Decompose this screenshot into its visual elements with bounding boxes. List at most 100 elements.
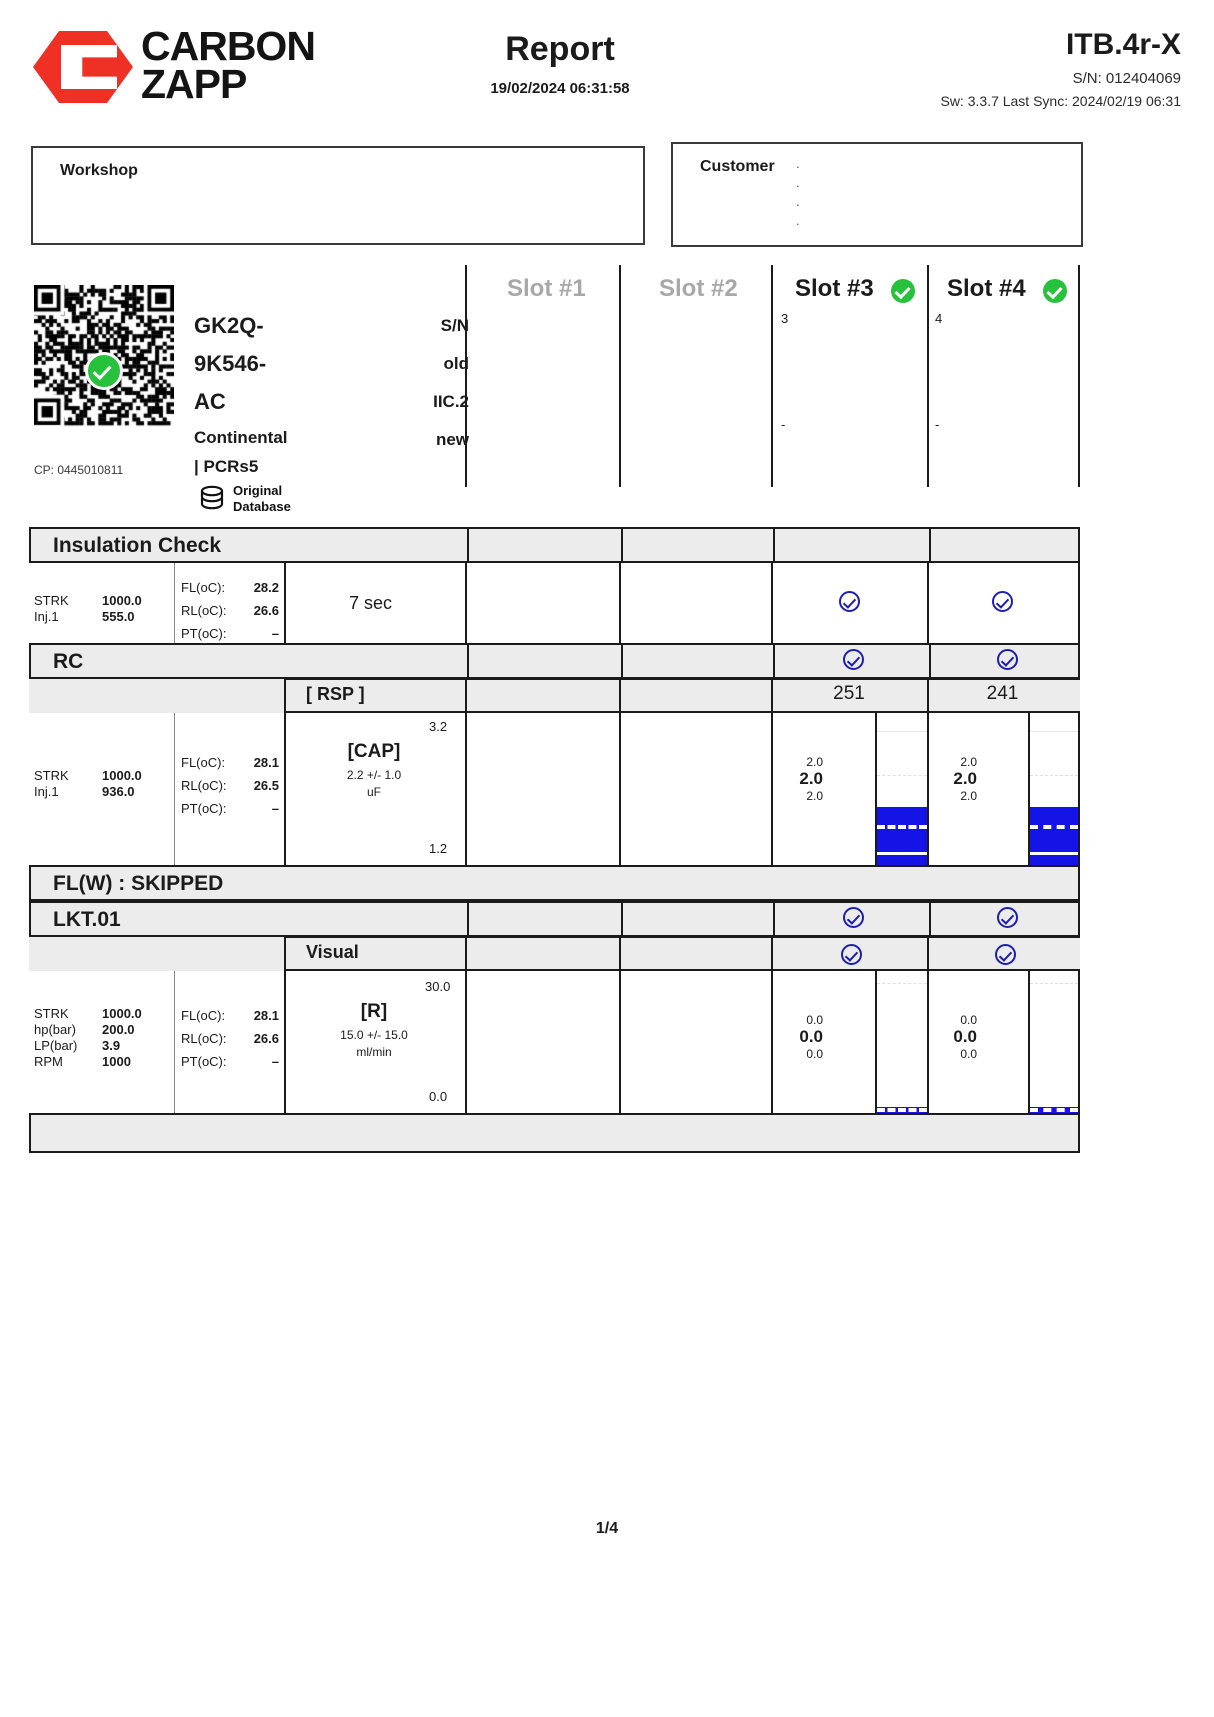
column-divider <box>927 265 929 487</box>
lkt-visual-slot-4-check-icon <box>995 944 1016 965</box>
workshop-label: Workshop <box>60 162 138 179</box>
part-cp-code: CP: 0445010811 <box>34 463 124 477</box>
rc-measure-tolerance: 2.2 +/- 1.0 <box>346 768 402 782</box>
lkt-visual-slot-3-check-icon <box>841 944 862 965</box>
database-badge-text: Original Database <box>233 483 291 515</box>
lkt-slot-4-value: 0.0 <box>953 1027 977 1046</box>
section-title: FL(W) : SKIPPED <box>53 872 224 895</box>
lkt-slot-3-value: 0.0 <box>799 1027 823 1046</box>
section-title: Insulation Check <box>53 534 222 557</box>
slot-3-dash: - <box>781 417 786 432</box>
cell-divider <box>284 563 286 643</box>
section-header-lkt: LKT.01 <box>29 901 1080 937</box>
database-badge-line: Original <box>233 483 283 498</box>
rc-sub-slot-1 <box>465 679 619 713</box>
insulation-temps: FL(oC): 28.2 RL(oC): 26.6 PT(oC): – <box>181 576 279 645</box>
slot-3-ok-icon <box>891 279 915 303</box>
temp-key: RL(oC): <box>181 603 227 618</box>
column-divider <box>1078 713 1080 865</box>
rc-slot-3-max: 2.0 <box>806 755 823 769</box>
column-divider <box>465 971 467 1113</box>
column-divider <box>771 971 773 1113</box>
qr-verified-icon <box>85 352 123 390</box>
section-slot-2-cell <box>621 643 773 679</box>
param-value: 200.0 <box>102 1022 135 1037</box>
lkt-measure-tolerance: 15.0 +/- 15.0 <box>340 1028 408 1042</box>
param-value: 936.0 <box>102 784 135 799</box>
rc-measure-unit: uF <box>366 785 381 799</box>
device-software: Sw: 3.3.7 Last Sync: 2024/02/19 06:31 <box>940 93 1181 109</box>
part-number-line: 9K546- <box>194 351 267 376</box>
slot-3-sn: 3 <box>781 311 789 326</box>
customer-dot: . <box>796 156 800 171</box>
section-title: RC <box>53 650 84 673</box>
part-number-line: GK2Q- <box>194 313 264 338</box>
section-slot-4-cell <box>929 643 1080 679</box>
param-key: Inj.1 <box>34 609 59 624</box>
lkt-slot-4-min: 0.0 <box>960 1047 977 1061</box>
customer-dot: . <box>796 175 800 190</box>
lkt-measure-unit: ml/min <box>356 1045 392 1059</box>
column-divider <box>465 713 467 865</box>
insulation-slot-3-check-icon <box>839 591 860 612</box>
device-info-block: ITB.4r-X S/N: 012404069 Sw: 3.3.7 Last S… <box>940 28 1181 109</box>
temp-key: FL(oC): <box>181 580 226 595</box>
lkt-sub-label-cell <box>284 937 465 971</box>
carbon-zapp-logo: CARBON ZAPP <box>33 26 323 106</box>
rc-slot-3-value: 2.0 <box>799 769 823 788</box>
column-divider <box>1078 563 1080 643</box>
temp-value: – <box>271 626 279 641</box>
report-header: CARBON ZAPP Report 19/02/2024 06:31:58 I… <box>0 0 1214 132</box>
rc-subheader-row: [ RSP ] 251 241 <box>29 679 1080 713</box>
report-datetime: 19/02/2024 06:31:58 <box>490 80 630 97</box>
part-meta-label: S/N <box>440 316 469 335</box>
logo-wordmark: CARBON ZAPP <box>141 26 316 107</box>
rc-slot-4-min: 2.0 <box>960 789 977 803</box>
rc-sub-label: [ RSP ] <box>306 684 365 704</box>
part-identification-row: CP: 0445010811 GK2Q- 9K546- AC Continent… <box>29 265 1080 527</box>
rc-sub-label-cell <box>284 679 465 713</box>
rc-sub-slot-3 <box>771 679 927 713</box>
customer-box[interactable]: Customer . . . . <box>671 142 1083 247</box>
logo-line-2: ZAPP <box>141 60 247 107</box>
cell-divider <box>284 713 286 865</box>
section-slot-2-cell <box>621 527 773 563</box>
column-divider <box>771 265 773 487</box>
lkt-measure-block: [R] 15.0 +/- 15.0 ml/min <box>304 1001 444 1059</box>
rc-params: STRK 1000.0 Inj.1 936.0 <box>34 768 142 800</box>
rc-slot-4-plot <box>1028 713 1078 865</box>
lkt-slot-4-max: 0.0 <box>960 1013 977 1027</box>
rc-data-row: STRK 1000.0 Inj.1 936.0 FL(oC): 28.1 RL(oC)… <box>29 713 1080 865</box>
section-slot-3-cell <box>773 527 929 563</box>
temp-key: PT(oC): <box>181 801 227 816</box>
temp-key: FL(oC): <box>181 1008 226 1023</box>
section-header-flw: FL(W) : SKIPPED <box>29 865 1080 901</box>
original-database-badge: Original Database <box>197 483 377 517</box>
column-divider <box>927 563 929 643</box>
lkt-measure-name: [R] <box>360 1001 388 1022</box>
section-slot-1-cell <box>467 643 621 679</box>
insulation-data-row: STRK 1000.0 Inj.1 555.0 FL(oC): 28.2 RL(oC)… <box>29 563 1080 643</box>
lkt-slot-4-plot <box>1028 971 1078 1113</box>
device-model: ITB.4r-X <box>1065 28 1181 61</box>
part-meta-label: IIC.2 <box>433 392 469 411</box>
section-slot-1-cell <box>467 527 621 563</box>
temp-value: 26.6 <box>253 1031 279 1046</box>
workshop-box[interactable]: Workshop <box>31 146 645 245</box>
temp-key: RL(oC): <box>181 1031 227 1046</box>
part-maker-line: Continental <box>194 428 288 447</box>
database-icon <box>200 485 224 510</box>
grid-end-bar <box>29 1113 1080 1153</box>
part-meta-label: old <box>443 354 470 373</box>
rc-slot-4-value: 2.0 <box>953 769 977 788</box>
rc-slot-3-check-icon <box>843 649 864 670</box>
lkt-params: STRK 1000.0 hp(bar) 200.0 LP(bar) 3.9 RPM 10… <box>34 1006 142 1070</box>
param-key: STRK <box>34 1006 69 1021</box>
temp-value: – <box>271 1054 279 1069</box>
temp-value: 28.1 <box>253 1008 279 1023</box>
slot-header-3: Slot #3 <box>795 275 874 302</box>
logo-dot <box>216 46 219 49</box>
temp-key: FL(oC): <box>181 755 226 770</box>
part-manufacturer: Continental | PCRs5 <box>194 423 344 481</box>
